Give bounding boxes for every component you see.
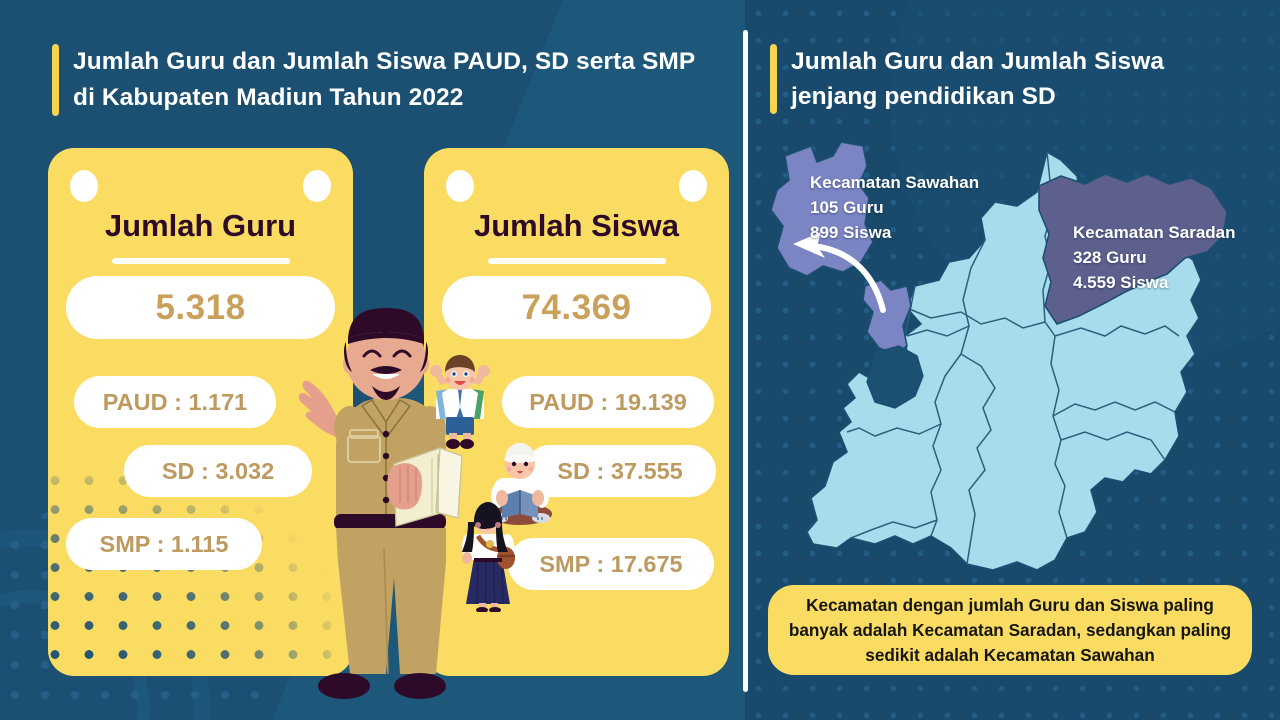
map-label-saradan-students: 4.559 Siswa [1073,273,1169,292]
total-value-jumlah-guru: 5.318 [155,287,246,327]
left-panel: Jumlah Guru dan Jumlah Siswa PAUD, SD se… [48,44,729,699]
madiun-district-map [770,141,1228,571]
panel-divider [743,30,748,692]
map-label-sawahan: Kecamatan Sawahan 105 Guru 899 Siswa [810,170,979,245]
map-region-saradan[interactable] [1038,173,1228,325]
breakdown-label-siswa-paud: PAUD : 19.139 [529,388,687,415]
map-arrowhead-icon [793,232,825,258]
summary-caption-box: Kecamatan dengan jumlah Guru dan Siswa p… [768,585,1252,675]
breakdown-pill-siswa-sd: SD : 37.555 [524,445,716,497]
breakdown-label-guru-paud: PAUD : 1.171 [102,388,248,415]
right-title-block: Jumlah Guru dan Jumlah Siswa jenjang pen… [770,44,1240,114]
card-heading-jumlah-siswa: Jumlah Siswa [473,208,680,243]
total-pill-jumlah-guru: 5.318 [66,276,335,339]
stat-card-jumlah-guru: Jumlah Guru 5.318 PAUD : 1.171 SD : 3.03… [48,148,353,676]
breakdown-pill-guru-paud: PAUD : 1.171 [74,376,276,428]
total-value-jumlah-siswa: 74.369 [521,287,632,327]
map-label-sawahan-district: Kecamatan Sawahan [810,173,980,192]
breakdown-pill-siswa-smp: SMP : 17.675 [508,538,714,590]
student-boy-cheering-illustration [430,355,490,449]
map-label-sawahan-students: 899 Siswa [810,223,892,242]
map-subdistrict-borders [846,151,1180,565]
breakdown-pill-guru-smp: SMP : 1.115 [66,518,262,570]
card-heading-underline [487,258,666,264]
punch-hole-left-icon [70,170,98,202]
breakdown-label-guru-smp: SMP : 1.115 [99,530,229,557]
map-label-saradan-district: Kecamatan Saradan [1073,223,1236,242]
student-boy-reading-illustration [488,443,552,525]
right-title-accent-bar [770,44,777,114]
card-heading-jumlah-guru: Jumlah Guru [104,208,297,243]
summary-caption-text: Kecamatan dengan jumlah Guru dan Siswa p… [788,594,1232,665]
map-region-dark-patch[interactable] [866,345,924,409]
breakdown-pill-siswa-paud: PAUD : 19.139 [502,376,714,428]
total-pill-jumlah-siswa: 74.369 [442,276,711,339]
left-panel-title: Jumlah Guru dan Jumlah Siswa PAUD, SD se… [73,48,695,111]
map-label-saradan-teachers: 328 Guru [1073,248,1147,267]
left-title-block: Jumlah Guru dan Jumlah Siswa PAUD, SD se… [52,44,712,116]
punch-hole-right-icon [679,170,707,202]
card-dot-pattern [48,466,338,676]
right-panel-title: Jumlah Guru dan Jumlah Siswa jenjang pen… [791,48,1165,110]
map-label-saradan: Kecamatan Saradan 328 Guru 4.559 Siswa [1073,220,1236,295]
stat-card-jumlah-siswa: Jumlah Siswa 74.369 PAUD : 19.139 SD : 3… [424,148,729,676]
map-label-sawahan-teachers: 105 Guru [810,198,884,217]
breakdown-label-guru-sd: SD : 3.032 [161,457,275,484]
student-girl-illustration [462,502,515,612]
punch-hole-right-icon [303,170,331,202]
breakdown-label-siswa-sd: SD : 37.555 [557,457,683,484]
punch-hole-left-icon [446,170,474,202]
breakdown-pill-guru-sd: SD : 3.032 [124,445,312,497]
map-region-sawahan-connector[interactable] [862,279,912,355]
breakdown-label-siswa-smp: SMP : 17.675 [539,550,683,577]
card-heading-underline [111,258,290,264]
left-title-accent-bar [52,44,59,116]
teacher-illustration [298,308,463,699]
map-arrow-to-sawahan [810,243,886,313]
